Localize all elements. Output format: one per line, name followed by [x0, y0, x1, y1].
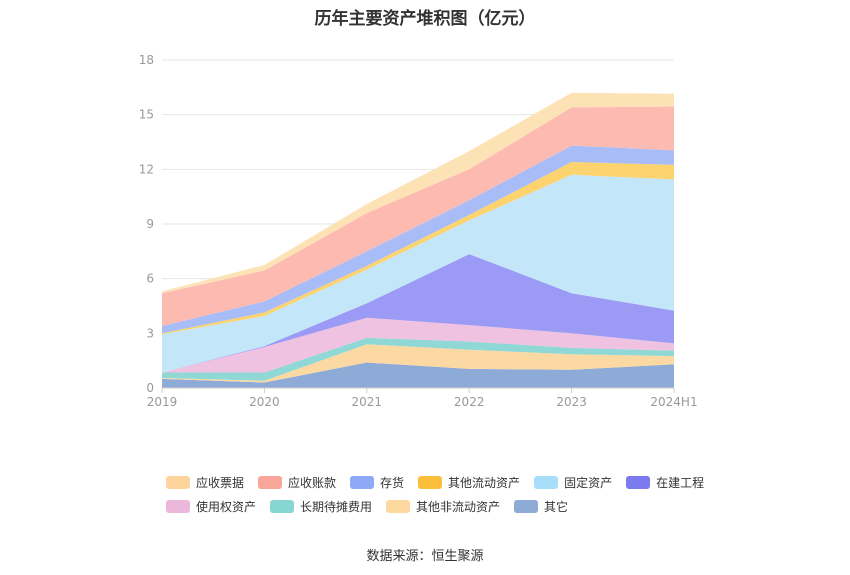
- legend-swatch: [626, 476, 651, 489]
- area-series-使用权资产[interactable]: [162, 317, 674, 373]
- legend-swatch: [386, 500, 411, 513]
- y-tick-label: 0: [146, 381, 154, 395]
- y-tick-label: 12: [139, 162, 154, 176]
- area-layer: [162, 92, 674, 389]
- legend-item[interactable]: 其他流动资产: [418, 474, 520, 491]
- legend-item[interactable]: 应收账款: [258, 474, 336, 491]
- axis-layer: 0 3 6 9 12 15 18 2019 2020 2021 2022 2023 2024H1: [139, 53, 698, 409]
- chart-title: 历年主要资产堆积图（亿元）: [314, 9, 536, 29]
- legend-label: 使用权资产: [196, 500, 257, 514]
- area-series-应收账款[interactable]: [162, 106, 674, 327]
- area-series-存货[interactable]: [162, 145, 674, 334]
- legend-item[interactable]: 其他非流动资产: [386, 498, 500, 515]
- legend-label: 在建工程: [656, 476, 705, 490]
- legend-swatch: [514, 500, 539, 513]
- x-tick-label: 2021: [352, 395, 383, 409]
- x-tick-label: 2024H1: [650, 395, 697, 409]
- x-tick-label: 2022: [454, 395, 485, 409]
- legend-row-1: 应收票据 应收账款 存货 其他流动资产 固定资产 在建工程: [166, 474, 718, 491]
- y-tick-label: 9: [146, 217, 154, 231]
- legend-label: 存货: [380, 476, 405, 490]
- legend-item[interactable]: 使用权资产: [166, 498, 256, 515]
- legend-label: 应收账款: [288, 476, 337, 490]
- area-series-在建工程[interactable]: [162, 254, 674, 373]
- legend-label: 应收票据: [196, 476, 245, 490]
- legend-label: 其它: [544, 500, 569, 514]
- legend-label: 长期待摊费用: [300, 500, 373, 514]
- legend-item[interactable]: 其它: [514, 498, 568, 515]
- legend-label: 固定资产: [564, 476, 613, 490]
- y-tick-label: 3: [146, 326, 154, 340]
- area-series-长期待摊费用[interactable]: [162, 337, 674, 381]
- legend-swatch: [166, 500, 190, 513]
- legend-swatch: [350, 476, 375, 489]
- x-tick-label: 2023: [556, 395, 587, 409]
- x-tick-label: 2020: [249, 395, 280, 409]
- legend-item[interactable]: 长期待摊费用: [270, 498, 372, 515]
- legend-swatch: [166, 476, 190, 489]
- legend-item[interactable]: 在建工程: [626, 474, 704, 491]
- legend-swatch: [418, 476, 443, 489]
- legend-swatch: [258, 476, 283, 489]
- data-source: 数据来源：恒生聚源: [366, 549, 484, 564]
- x-tick-label: 2019: [147, 395, 178, 409]
- area-series-其他非流动资产[interactable]: [162, 344, 674, 383]
- legend-label: 其他流动资产: [448, 476, 521, 490]
- legend-swatch: [270, 500, 295, 513]
- legend-item[interactable]: 应收票据: [166, 474, 244, 491]
- legend-item[interactable]: 固定资产: [534, 474, 612, 491]
- legend-item[interactable]: 存货: [350, 474, 404, 491]
- area-series-固定资产[interactable]: [162, 174, 674, 373]
- y-tick-label: 18: [139, 53, 154, 67]
- y-tick-label: 15: [139, 108, 154, 122]
- legend-label: 其他非流动资产: [416, 500, 501, 514]
- legend-swatch: [534, 476, 559, 489]
- area-series-其它[interactable]: [162, 362, 674, 389]
- y-tick-label: 6: [146, 272, 154, 286]
- legend-row-2: 使用权资产 长期待摊费用 其他非流动资产 其它: [166, 498, 582, 515]
